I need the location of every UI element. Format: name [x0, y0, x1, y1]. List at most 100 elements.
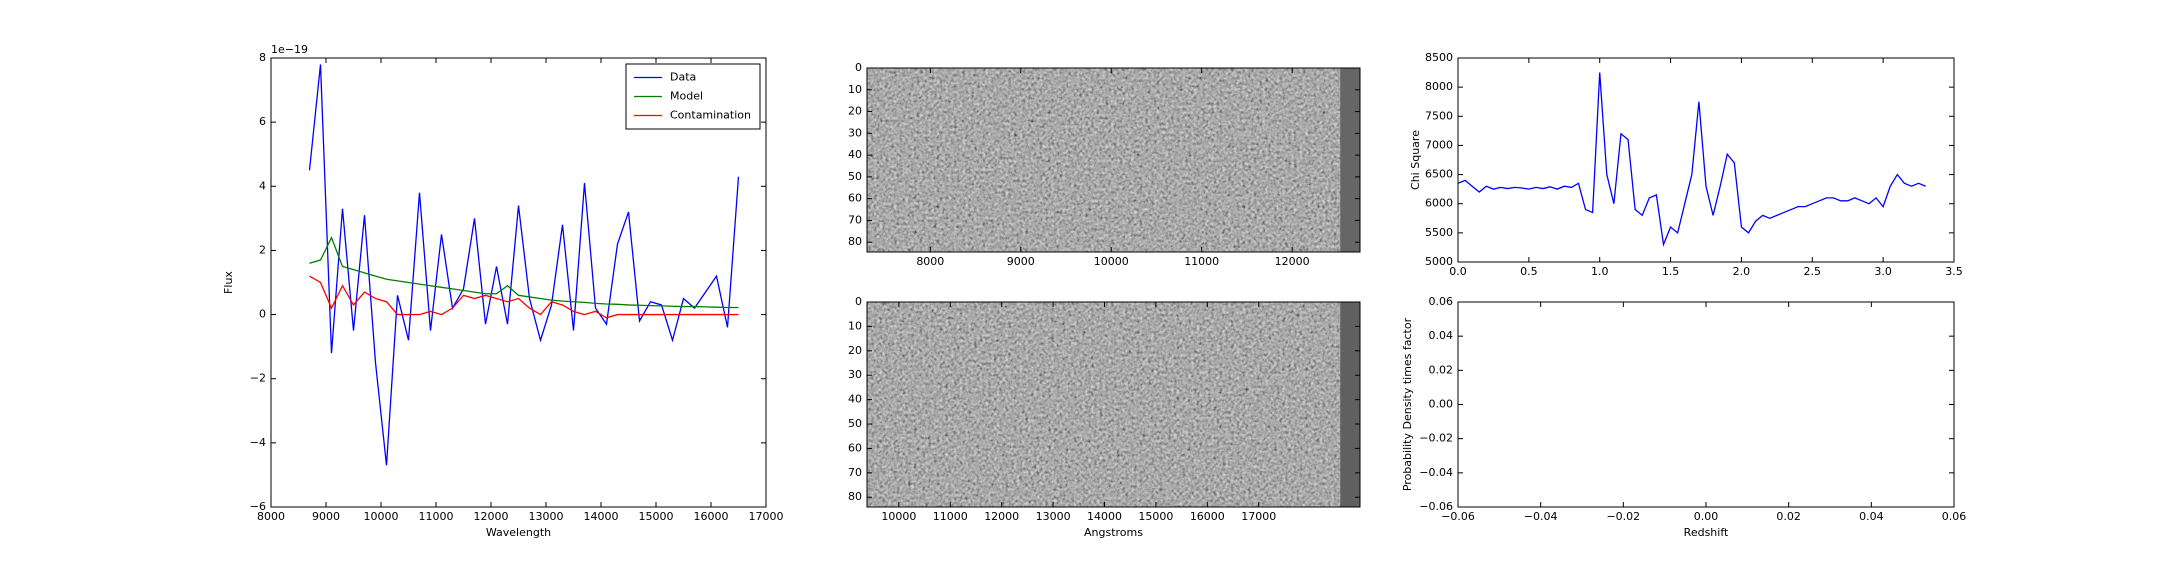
y-tick-label: 6000 [1425, 197, 1453, 210]
x-tick-label: −0.04 [1524, 510, 1558, 523]
x-tick-label: −0.02 [1606, 510, 1640, 523]
y-tick-label: 50 [848, 417, 862, 430]
y-tick-label: 60 [848, 441, 862, 454]
x-tick-label: 0.00 [1694, 510, 1719, 523]
axes-frame [270, 57, 767, 508]
x-tick-label: 17000 [749, 510, 784, 523]
x-tick-label: 8000 [916, 255, 944, 268]
y-tick-label: −4 [250, 436, 266, 449]
legend-box [625, 63, 761, 130]
series-line [309, 275, 739, 319]
x-tick-label: 13000 [529, 510, 564, 523]
series-line [309, 235, 739, 309]
y-axis-label: Probability Density times factor [1401, 317, 1414, 491]
y-tick-label: 40 [848, 148, 862, 161]
y-tick-label: 40 [848, 393, 862, 406]
y-tick-label: 70 [848, 213, 862, 226]
x-tick-label: 12000 [1275, 255, 1310, 268]
x-tick-label: 10000 [881, 510, 916, 523]
y-tick-label: 0.00 [1429, 398, 1454, 411]
x-tick-label: 15000 [1138, 510, 1173, 523]
y-tick-label: 5000 [1425, 255, 1453, 268]
x-tick-label: 12000 [984, 510, 1019, 523]
x-tick-label: 0.06 [1942, 510, 1967, 523]
panel: −0.06 −0.04 −0.02 0.00 0.02 0.04 0.06 −0.06 −0.0… [1401, 295, 1966, 539]
y-tick-label: 0.06 [1429, 295, 1454, 308]
x-tick-label: 2.0 [1733, 265, 1751, 278]
x-tick-label: 11000 [419, 510, 454, 523]
x-tick-label: 10000 [364, 510, 399, 523]
y-tick-label: 10 [848, 319, 862, 332]
x-tick-label: 11000 [933, 510, 968, 523]
axes-frame [1457, 57, 1955, 263]
x-tick-label: 8000 [257, 510, 285, 523]
panel: 10000 11000 12000 13000 14000 15000 16000 17000… [848, 295, 1361, 539]
y-tick-label: 6500 [1425, 168, 1453, 181]
y-tick-label: 30 [848, 126, 862, 139]
x-axis-label: Redshift [1684, 526, 1729, 539]
y-tick-label: 7500 [1425, 109, 1453, 122]
x-tick-label: 2.5 [1804, 265, 1822, 278]
legend-label: Data [670, 71, 696, 84]
y-tick-label: 0 [855, 61, 862, 74]
y-tick-label: 30 [848, 368, 862, 381]
image [867, 302, 1341, 507]
y-tick-label: 4 [259, 179, 266, 192]
y-tick-label: −0.04 [1419, 466, 1453, 479]
x-tick-label: 3.0 [1874, 265, 1892, 278]
y-tick-label: 80 [848, 490, 862, 503]
y-tick-label: 6 [259, 115, 266, 128]
x-tick-label: 10000 [1094, 255, 1129, 268]
x-tick-label: 16000 [694, 510, 729, 523]
axes-frame [866, 67, 1361, 253]
x-tick-label: 0.0 [1449, 265, 1467, 278]
y-tick-label: 60 [848, 192, 862, 205]
x-tick-label: 11000 [1184, 255, 1219, 268]
y-tick-label: 0 [855, 295, 862, 308]
y-tick-label: 0 [259, 308, 266, 321]
y-tick-label: −6 [250, 500, 266, 513]
x-tick-label: 1.0 [1591, 265, 1609, 278]
x-tick-label: 1.5 [1662, 265, 1680, 278]
axes-frame [1457, 301, 1955, 508]
y-tick-label: 20 [848, 344, 862, 357]
x-tick-label: 15000 [639, 510, 674, 523]
x-tick-label: 14000 [584, 510, 619, 523]
panel: 0.0 0.5 1.0 1.5 2.0 2.5 3.0 3.5 5000 5500 6000 6500… [1409, 51, 1963, 278]
y-tick-label: 2 [259, 243, 266, 256]
x-tick-label: 14000 [1087, 510, 1122, 523]
y-axis-label: Chi Square [1409, 130, 1422, 190]
image-edge [1340, 68, 1360, 252]
y-tick-label: 20 [848, 105, 862, 118]
y-tick-label: 0.04 [1429, 329, 1454, 342]
y-tick-label: 80 [848, 235, 862, 248]
x-tick-label: 9000 [312, 510, 340, 523]
x-tick-label: 0.5 [1520, 265, 1538, 278]
x-tick-label: −0.06 [1441, 510, 1475, 523]
legend: Data Model Contamination [625, 63, 761, 130]
y-tick-label: 70 [848, 466, 862, 479]
x-tick-label: 9000 [1007, 255, 1035, 268]
x-tick-label: 0.04 [1859, 510, 1884, 523]
y-tick-label: 50 [848, 170, 862, 183]
y-offset-label: 1e−19 [271, 43, 308, 56]
y-tick-label: 5500 [1425, 226, 1453, 239]
y-tick-label: 10 [848, 83, 862, 96]
y-tick-label: −0.06 [1419, 500, 1453, 513]
y-tick-label: 0.02 [1429, 363, 1454, 376]
x-tick-label: 12000 [474, 510, 509, 523]
x-tick-label: 16000 [1190, 510, 1225, 523]
panel: 8000 9000 10000 11000 12000 0 10 20 30 40 50 60 70 80 [848, 61, 1361, 268]
x-tick-label: 13000 [1036, 510, 1071, 523]
y-tick-label: 8000 [1425, 80, 1453, 93]
y-tick-label: −0.02 [1419, 432, 1453, 445]
y-tick-label: 7000 [1425, 138, 1453, 151]
legend-label: Model [670, 90, 703, 103]
x-tick-label: 3.5 [1945, 265, 1963, 278]
y-tick-label: −2 [250, 372, 266, 385]
x-tick-label: 0.02 [1776, 510, 1801, 523]
y-tick-label: 8500 [1425, 51, 1453, 64]
image [867, 68, 1341, 252]
axes-frame [866, 301, 1361, 508]
